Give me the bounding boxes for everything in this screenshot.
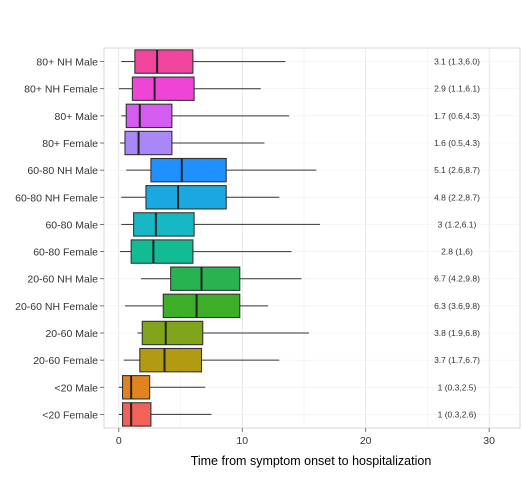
category-label: 20-60 NH Female: [15, 301, 98, 313]
box-0: [121, 49, 286, 74]
category-label: 20-60 NH Male: [27, 274, 98, 286]
x-axis-title: Time from symptom onset to hospitalizati…: [191, 454, 432, 468]
box-body: [134, 49, 194, 74]
category-label: 80+ Female: [42, 138, 98, 150]
box-annotation: 4.8 (2.2,8.7): [434, 192, 480, 202]
category-label: <20 Female: [42, 409, 98, 421]
box-annotation: 2.8 (1,6): [441, 247, 473, 257]
category-label: 80+ NH Male: [36, 57, 98, 69]
category-label: <20 Male: [55, 382, 99, 394]
box-body: [124, 130, 173, 156]
box-body: [121, 375, 151, 400]
box-6: [121, 212, 321, 237]
category-labels: 80+ NH Male 80+ NH Female 80+ Male 80+ Fema…: [15, 57, 104, 421]
box-annotation: 2.9 (1.1,6.1): [434, 84, 480, 94]
box-1: [118, 76, 261, 101]
box-annotation: 1.6 (0.5,4.3): [434, 138, 480, 148]
box-11: [123, 347, 280, 373]
box-annotation: 5.1 (2.6,8.7): [434, 165, 480, 175]
annotations: 3.1 (1.3,6.0) 2.9 (1.1,6.1) 1.7 (0.6,4.3) 1…: [434, 57, 480, 420]
box-body: [141, 320, 204, 346]
category-label: 20-60 Male: [45, 328, 98, 340]
box-annotation: 6.3 (3.6,9.8): [434, 301, 480, 311]
category-label: 60-80 Male: [45, 219, 98, 231]
box-annotation: 3 (1.2,6.1): [438, 219, 477, 229]
box-body: [162, 293, 241, 319]
box-body: [145, 185, 227, 210]
category-label: 80+ Male: [55, 111, 99, 123]
box-body: [130, 239, 194, 264]
box-annotation: 1 (0.3,2.5): [438, 382, 477, 392]
box-10: [137, 320, 309, 346]
category-label: 60-80 NH Male: [27, 165, 98, 177]
category-label: 60-80 Female: [33, 247, 98, 259]
box-annotation: 1 (0.3,2.6): [438, 409, 477, 419]
box-body: [139, 347, 203, 373]
box-annotation: 3.8 (1.9,6.8): [434, 328, 480, 338]
box-body: [121, 402, 152, 427]
box-body: [125, 103, 173, 129]
x-tick-label: 10: [236, 435, 248, 447]
category-label: 20-60 Female: [33, 355, 98, 367]
box-body: [131, 76, 195, 101]
x-axis-ticks: 0 10 20 30: [116, 428, 495, 447]
box-annotation: 3.7 (1.7,6.7): [434, 355, 480, 365]
box-body: [170, 266, 241, 291]
box-13: [118, 402, 212, 427]
box-5: [121, 185, 280, 210]
x-tick-label: 30: [483, 435, 495, 447]
box-9: [124, 293, 269, 319]
box-3: [120, 130, 265, 156]
box-body: [150, 157, 227, 183]
category-label: 80+ NH Female: [24, 84, 98, 96]
x-tick-label: 20: [360, 435, 372, 447]
category-label: 60-80 NH Female: [15, 192, 98, 204]
box-12: [118, 375, 206, 400]
box-annotation: 3.1 (1.3,6.0): [434, 57, 480, 67]
box-4: [126, 157, 317, 183]
plot-area: 3.1 (1.3,6.0) 2.9 (1.1,6.1) 1.7 (0.6,4.3) 1…: [103, 47, 521, 429]
box-annotation: 1.7 (0.6,4.3): [434, 111, 480, 121]
x-tick-label: 0: [116, 435, 122, 447]
box-body: [133, 212, 195, 237]
box-7: [120, 239, 292, 264]
box-2: [121, 103, 290, 129]
box-annotation: 6.7 (4.2,9.8): [434, 274, 480, 284]
box-8: [141, 266, 302, 291]
boxes: [118, 49, 321, 427]
